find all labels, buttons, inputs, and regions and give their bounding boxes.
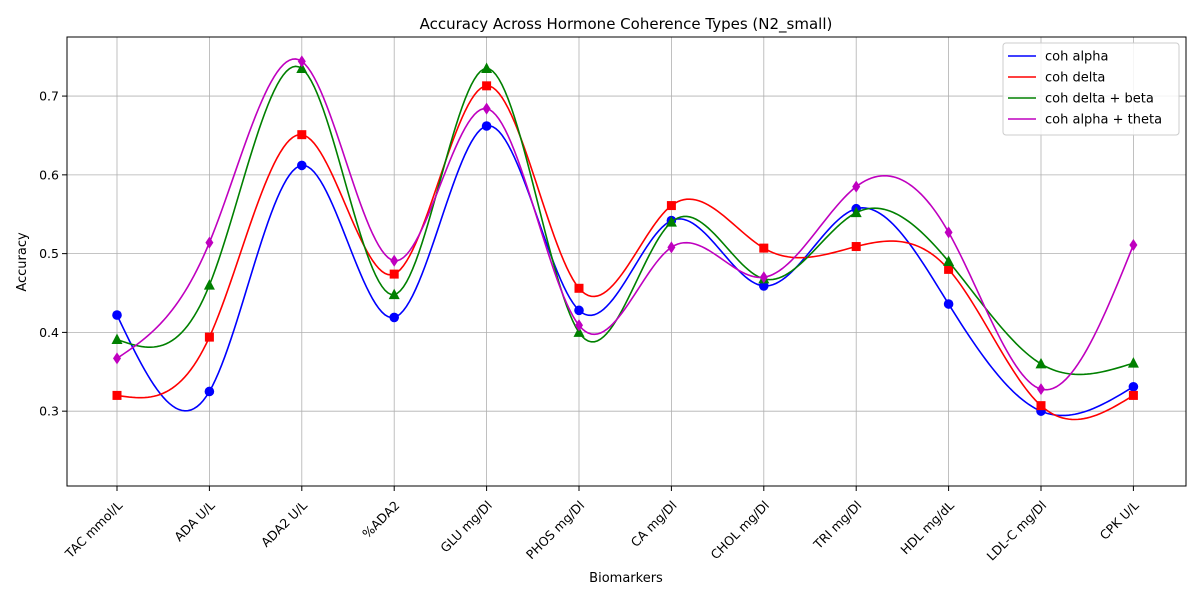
series-coh-alpha-theta — [113, 55, 1138, 396]
series-line — [116, 85, 1134, 421]
data-point — [851, 242, 861, 252]
data-point — [481, 62, 493, 74]
data-point — [1037, 383, 1045, 396]
data-point — [389, 269, 399, 279]
data-point — [205, 236, 214, 249]
data-point — [482, 81, 492, 91]
legend-label: coh alpha + theta — [1045, 113, 1162, 128]
series-line — [116, 65, 1134, 376]
data-point — [850, 206, 862, 218]
data-point — [203, 279, 215, 290]
data-point — [759, 271, 768, 284]
data-point — [1129, 238, 1138, 251]
data-point — [1035, 357, 1047, 369]
data-point — [482, 102, 491, 115]
data-point — [1127, 357, 1139, 368]
series-coh-delta — [112, 81, 1138, 421]
plot-frame — [66, 36, 1187, 487]
series-coh-alpha — [112, 121, 1139, 417]
data-point — [1128, 390, 1138, 400]
data-point — [390, 254, 399, 267]
data-point — [389, 312, 400, 323]
data-point — [111, 333, 123, 344]
data-point — [666, 201, 676, 211]
data-point — [297, 55, 306, 68]
data-point — [204, 386, 215, 397]
y-tick-label: 0.5 — [39, 246, 59, 261]
y-tick-label: 0.4 — [39, 325, 59, 340]
data-point — [1128, 381, 1139, 392]
data-point — [204, 332, 214, 342]
data-point — [388, 288, 400, 300]
legend-label: coh delta + beta — [1045, 92, 1154, 107]
data-point — [296, 62, 308, 74]
data-point — [665, 216, 677, 227]
data-point — [944, 226, 953, 239]
data-point — [667, 241, 676, 254]
data-point — [297, 160, 307, 171]
data-point — [943, 299, 954, 309]
data-point — [943, 255, 955, 266]
data-point — [852, 180, 861, 193]
legend-box — [1002, 42, 1180, 136]
data-point — [113, 352, 121, 365]
data-point — [481, 121, 492, 131]
series-line — [116, 125, 1134, 417]
data-point — [575, 319, 583, 332]
legend-label: coh alpha — [1045, 50, 1109, 65]
y-tick-label: 0.6 — [39, 167, 59, 182]
data-point — [1036, 401, 1046, 411]
y-axis-title: Accuracy — [15, 232, 30, 292]
data-point — [574, 283, 584, 293]
series-coh-delta-beta — [111, 62, 1139, 376]
data-point — [759, 243, 769, 253]
x-axis-title: Biomarkers — [589, 571, 663, 586]
data-point — [944, 264, 954, 274]
legend: coh alpha coh delta coh delta + beta coh al… — [1002, 42, 1180, 136]
y-tick-label: 0.7 — [39, 89, 59, 104]
series-layer — [111, 55, 1139, 421]
data-point — [112, 310, 122, 320]
y-tick-label: 0.3 — [39, 404, 59, 419]
data-point — [297, 130, 307, 140]
data-point — [759, 281, 769, 291]
series-line — [116, 58, 1135, 391]
data-point — [574, 305, 584, 316]
chart-title: Accuracy Across Hormone Coherence Types … — [420, 15, 833, 34]
data-point — [573, 326, 585, 337]
legend-label: coh delta — [1045, 71, 1105, 86]
data-point — [112, 390, 122, 400]
